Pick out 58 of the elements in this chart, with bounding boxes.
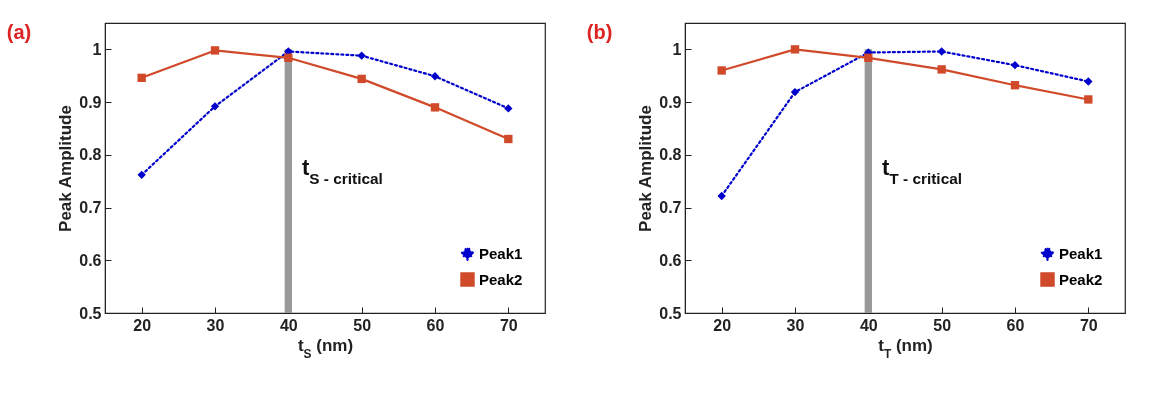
x-tick-label: 60: [1006, 316, 1025, 334]
y-tick-label: 0.9: [659, 93, 682, 111]
x-tick-label: 20: [713, 316, 732, 334]
point: [284, 53, 293, 62]
point: [864, 53, 873, 62]
y-axis-title: Peak Amplitude: [636, 105, 656, 232]
x-tick-label: 70: [499, 316, 518, 334]
point: [1084, 95, 1093, 104]
point: [937, 65, 946, 74]
point: [504, 134, 513, 144]
band-label: t$_{S - critical}$: [302, 155, 383, 187]
band-label: t$_{T - critical}$: [882, 155, 963, 187]
legend-label: Peak2: [1059, 270, 1103, 288]
point: [357, 74, 366, 84]
point: [504, 104, 513, 113]
x-tick-label: 50: [353, 316, 372, 334]
legend-label: Peak1: [1059, 244, 1103, 262]
point: [357, 51, 366, 60]
point: [790, 45, 800, 54]
x-tick-label: 30: [206, 316, 225, 334]
legend-label: Peak1: [479, 244, 523, 262]
point: [1010, 61, 1020, 70]
point: [937, 47, 946, 56]
x-tick-label: 70: [1079, 316, 1098, 334]
y-tick-label: 0.5: [659, 304, 682, 322]
y-tick-label: 1: [672, 40, 682, 58]
x-tick-label: 40: [279, 316, 298, 334]
point: [1010, 81, 1020, 90]
x-tick-label: 60: [426, 316, 445, 334]
y-tick-label: 0.7: [79, 199, 102, 217]
point: [210, 46, 220, 55]
y-tick-label: 0.7: [659, 199, 682, 217]
x-axis-title: t$_{T}$ (nm): [878, 335, 933, 361]
point: [210, 102, 220, 111]
point: [430, 103, 440, 112]
chart-title: (a): [6, 21, 32, 43]
x-tick-label: 50: [933, 316, 952, 334]
y-tick-label: 0.6: [659, 251, 682, 269]
chart-title: (b): [586, 21, 613, 43]
y-tick-label: 0.9: [79, 93, 102, 111]
x-axis-title: t$_{S}$ (nm): [297, 335, 354, 361]
x-tick-label: 20: [133, 316, 152, 334]
x-tick-label: 40: [859, 316, 878, 334]
legend-label: Peak2: [479, 270, 523, 288]
y-tick-label: 0.8: [79, 146, 102, 164]
point: [137, 170, 146, 180]
y-tick-label: 0.5: [79, 304, 102, 322]
x-tick-label: 30: [786, 316, 805, 334]
point: [430, 72, 440, 81]
y-tick-label: 0.8: [659, 146, 682, 164]
point: [717, 66, 726, 75]
point: [717, 191, 726, 201]
y-tick-label: 1: [92, 40, 102, 58]
point: [1084, 77, 1093, 86]
y-tick-label: 0.6: [79, 251, 102, 269]
point: [790, 87, 800, 97]
y-axis-title: Peak Amplitude: [56, 105, 76, 232]
point: [137, 73, 146, 83]
